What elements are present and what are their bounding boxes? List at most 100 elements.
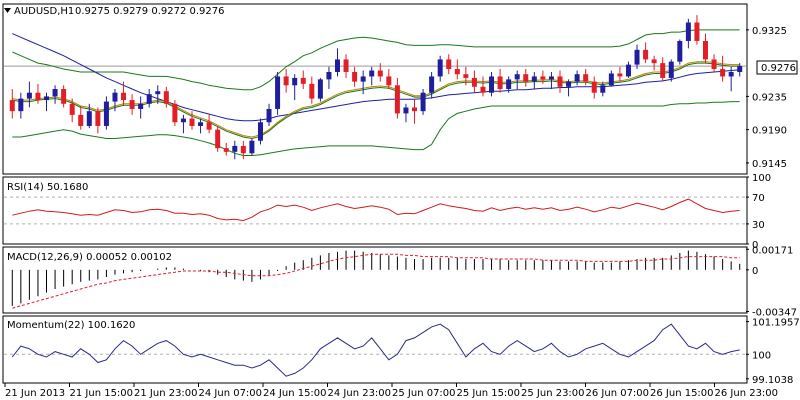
- candle-body: [52, 89, 58, 97]
- price-frame: [2, 3, 748, 175]
- candle: [9, 89, 15, 119]
- candle: [463, 66, 469, 86]
- candle-body: [702, 40, 708, 60]
- candle-body: [694, 22, 700, 41]
- candle-body: [497, 76, 503, 89]
- candle-body: [728, 72, 734, 77]
- candle: [566, 79, 572, 97]
- candle-body: [326, 72, 332, 80]
- candle-body: [292, 77, 298, 86]
- candle-body: [189, 118, 195, 126]
- candle-body: [172, 103, 178, 123]
- candle: [198, 118, 204, 134]
- candle-body: [600, 85, 606, 93]
- candle-body: [506, 79, 512, 89]
- candle: [129, 94, 135, 115]
- dropdown-triangle-icon[interactable]: [4, 8, 11, 13]
- candle-body: [617, 73, 623, 77]
- candle-body: [215, 129, 221, 149]
- candle-body: [489, 76, 495, 93]
- momentum-y-tick-label: 101.1957: [752, 318, 800, 329]
- rsi-label: RSI(14) 50.1680: [7, 182, 88, 193]
- candle-body: [420, 92, 426, 112]
- candle-body: [180, 118, 186, 123]
- candle-body: [720, 69, 726, 77]
- candle: [471, 70, 477, 93]
- candle-body: [608, 73, 614, 86]
- candle: [386, 69, 392, 89]
- macd-label: MACD(12,26,9) 0.00052 0.00102: [7, 252, 172, 263]
- candle: [309, 76, 315, 104]
- candle: [506, 76, 512, 93]
- candle-body: [257, 122, 263, 141]
- candle: [702, 33, 708, 64]
- candle-body: [377, 70, 383, 77]
- candle: [531, 72, 537, 89]
- candle: [257, 118, 263, 145]
- candle: [206, 114, 212, 134]
- candle: [685, 18, 691, 49]
- candle-body: [394, 85, 400, 114]
- candle: [78, 106, 84, 130]
- candle-body: [651, 59, 657, 64]
- candle: [583, 69, 589, 86]
- panel-frames: [2, 3, 748, 384]
- candle: [377, 63, 383, 82]
- candle-body: [685, 22, 691, 41]
- candle: [454, 59, 460, 80]
- candle: [643, 42, 649, 64]
- candle: [44, 92, 50, 112]
- candle: [634, 44, 640, 70]
- candle: [317, 77, 323, 102]
- candle-body: [625, 64, 631, 77]
- candle: [497, 69, 503, 93]
- candle-body: [352, 72, 358, 82]
- x-tick-label: 24 Jun 07:00: [199, 388, 263, 399]
- candle: [232, 140, 238, 160]
- candle: [189, 111, 195, 130]
- candle: [69, 98, 75, 123]
- candle: [720, 55, 726, 82]
- candle-body: [677, 40, 683, 62]
- current-price-label: 0.9276: [761, 63, 796, 74]
- candle-body: [446, 59, 452, 70]
- candle-body: [591, 81, 597, 93]
- candle-body: [283, 76, 289, 86]
- rsi-y-tick-label: 0: [752, 240, 758, 251]
- candle-body: [634, 49, 640, 65]
- x-tick-label: 24 Jun 23:00: [328, 388, 392, 399]
- momentum-panel: [4, 323, 746, 377]
- candle: [403, 103, 409, 123]
- candle-body: [463, 74, 469, 78]
- candle: [52, 85, 58, 104]
- momentum-label: Momentum(22) 100.1620: [7, 320, 135, 331]
- price-panel: [4, 15, 746, 160]
- x-tick-label: 25 Jun 07:00: [392, 388, 456, 399]
- candle: [660, 57, 666, 82]
- candle: [369, 66, 375, 86]
- candle-body: [103, 101, 109, 126]
- candle-body: [429, 76, 435, 93]
- candle: [103, 96, 109, 130]
- candle: [711, 54, 717, 72]
- candle-body: [35, 92, 41, 101]
- candle: [266, 103, 272, 126]
- candle-body: [198, 122, 204, 126]
- x-tick-label: 24 Jun 15:00: [263, 388, 327, 399]
- candle-body: [78, 114, 84, 126]
- rsi-panel: [4, 196, 746, 225]
- candle-body: [266, 108, 272, 123]
- macd-panel: [11, 250, 741, 309]
- momentum-line: [11, 323, 740, 377]
- candle-body: [240, 145, 246, 154]
- candle: [514, 70, 520, 89]
- macd-y-tick-label: 0.00171: [752, 245, 793, 256]
- candle: [429, 72, 435, 99]
- candle-body: [232, 145, 238, 152]
- bollinger-upper-line: [12, 29, 740, 91]
- candle: [95, 107, 101, 134]
- x-tick-label: 26 Jun 23:00: [715, 388, 779, 399]
- candle: [420, 89, 426, 115]
- momentum-y-tick-label: 99.1038: [752, 375, 793, 386]
- x-tick-label: 21 Jun 23:00: [134, 388, 198, 399]
